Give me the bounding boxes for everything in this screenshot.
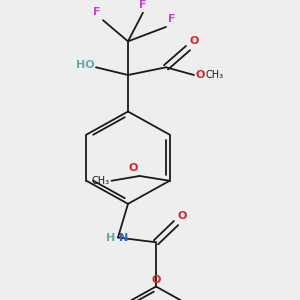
Text: H: H xyxy=(106,232,115,242)
Text: O: O xyxy=(151,275,161,285)
Text: CH₃: CH₃ xyxy=(206,70,224,80)
Text: O: O xyxy=(128,163,138,173)
Text: F: F xyxy=(92,7,100,17)
Text: N: N xyxy=(119,232,128,242)
Text: O: O xyxy=(196,70,206,80)
Text: F: F xyxy=(139,0,147,10)
Text: O: O xyxy=(190,36,200,46)
Text: HO: HO xyxy=(76,60,95,70)
Text: O: O xyxy=(178,211,188,221)
Text: F: F xyxy=(168,14,176,24)
Text: CH₃: CH₃ xyxy=(92,176,110,186)
